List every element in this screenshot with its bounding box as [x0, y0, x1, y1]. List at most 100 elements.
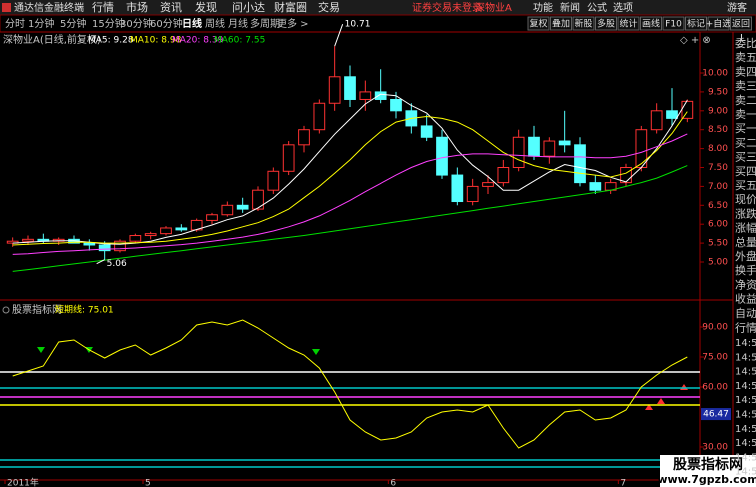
- sell-signals: [37, 347, 320, 355]
- cursor-box: [701, 408, 731, 421]
- candle-body: [558, 140, 571, 146]
- candle-body: [298, 129, 310, 146]
- tool-button[interactable]: F10: [665, 20, 682, 30]
- tool-button[interactable]: 返回: [732, 18, 750, 30]
- menu-item[interactable]: 发现: [195, 0, 217, 14]
- candle-body: [681, 100, 694, 119]
- quote-label: 卖二: [735, 94, 756, 107]
- period-tab[interactable]: 更多 >: [277, 17, 309, 30]
- candle-body: [175, 227, 188, 231]
- candle-body: [543, 140, 556, 157]
- candle-body: [206, 214, 218, 221]
- tool-button[interactable]: 统计: [619, 18, 637, 30]
- tool-button-frame: [595, 16, 617, 31]
- tool-button-frame: [617, 16, 640, 31]
- stock-name: 深物业A: [475, 1, 512, 14]
- menu-bar: [0, 0, 756, 15]
- candle-body: [497, 167, 510, 184]
- candle-body: [83, 242, 96, 246]
- y-tick-label: 75.00: [702, 353, 728, 363]
- menu-item[interactable]: 问小达: [232, 1, 265, 14]
- date-label: 6: [390, 479, 396, 487]
- menu-right-item[interactable]: 公式: [587, 1, 607, 14]
- candle-body: [374, 91, 387, 100]
- period-tab[interactable]: 60分钟: [150, 17, 183, 30]
- y-tick-label: 9.00: [708, 106, 728, 116]
- series-line: [12, 319, 688, 449]
- low-label: 5.06: [107, 259, 127, 269]
- y-tick-label: 30.00: [702, 443, 728, 453]
- period-tab[interactable]: 多周期: [250, 17, 280, 30]
- y-tick-label: 60.00: [702, 383, 728, 393]
- period-tab[interactable]: 30分钟: [120, 17, 153, 30]
- candle-body: [267, 170, 280, 191]
- y-tick-label: 8.50: [708, 125, 728, 135]
- candle-body: [635, 129, 648, 169]
- candle-body: [359, 91, 372, 100]
- menu-item[interactable]: 交易: [318, 0, 340, 14]
- quote-label: 买三: [735, 151, 756, 164]
- legend-entry: MA20: 8.39: [172, 36, 224, 46]
- quote-label: 卖五: [735, 51, 756, 64]
- y-tick-label: 8.00: [708, 144, 728, 154]
- quote-label: 总量: [735, 235, 756, 249]
- period-tab[interactable]: 周线: [205, 17, 225, 30]
- high-pointer: [334, 24, 344, 47]
- quote-label: 卖四: [735, 65, 756, 78]
- tool-button[interactable]: 新股: [574, 18, 592, 30]
- candle-body: [144, 233, 157, 237]
- cursor-value: 46.47: [703, 410, 729, 420]
- login-alert: 证券交易未登录: [412, 1, 482, 14]
- candle-body: [436, 136, 448, 176]
- period-tab[interactable]: 日线: [182, 17, 202, 30]
- tool-button[interactable]: 画线: [642, 18, 660, 30]
- series-line: [12, 165, 688, 272]
- user: 游客: [727, 1, 747, 14]
- tool-button[interactable]: 叠加: [552, 19, 570, 30]
- quote-label: 收益: [735, 292, 756, 306]
- candle-body: [420, 125, 433, 138]
- app-name: 通达信金融终端: [14, 1, 84, 14]
- legend-entry: 短期线: 75.01: [55, 304, 114, 316]
- quote-tab[interactable]: 行情: [735, 322, 756, 335]
- tool-button-frame: [707, 16, 730, 31]
- side-label: L: [740, 33, 746, 44]
- quote-label: 换手: [735, 263, 756, 277]
- period-tab[interactable]: 15分钟: [92, 17, 125, 30]
- menu-item[interactable]: 市场: [126, 0, 148, 14]
- menu-item[interactable]: 资讯: [160, 1, 182, 14]
- period-tab[interactable]: 月线: [228, 17, 248, 30]
- menu-right-item[interactable]: 新闻: [560, 1, 580, 14]
- period-tab[interactable]: 5分钟: [60, 17, 86, 30]
- candle-body: [114, 240, 126, 252]
- candle-body: [313, 102, 326, 131]
- series-line: [12, 133, 688, 255]
- watermark-url: www.7gpzb.com: [657, 473, 756, 486]
- y-tick-label: 7.50: [708, 163, 728, 173]
- tool-button[interactable]: 多股: [597, 18, 615, 30]
- watermark-title: 股票指标网: [673, 456, 743, 473]
- candle-body: [252, 189, 264, 210]
- tool-button[interactable]: 复权: [529, 18, 547, 30]
- series-line: [12, 93, 688, 245]
- quote-tab[interactable]: 自动: [735, 307, 756, 320]
- y-tick-label: 7.00: [708, 182, 728, 192]
- menu-item[interactable]: 财富圈: [274, 0, 307, 14]
- menu-right-item[interactable]: 功能: [533, 1, 553, 14]
- tool-button[interactable]: +自选: [706, 18, 732, 30]
- legend-entry: MA5: 9.28: [88, 36, 134, 46]
- quote-label: 卖一: [735, 108, 756, 121]
- period-tab[interactable]: 分时: [5, 18, 25, 30]
- y-tick-label: 9.50: [708, 87, 728, 97]
- tool-button[interactable]: 标记: [687, 18, 705, 30]
- period-tab[interactable]: 1分钟: [28, 17, 54, 30]
- buy-signals: [645, 384, 688, 410]
- menu-item[interactable]: 行情: [92, 1, 114, 14]
- trade-time: 14:50: [735, 338, 756, 349]
- candle-body: [574, 144, 586, 184]
- indicator-icon: [2, 306, 10, 314]
- quote-label: 买一: [735, 122, 756, 135]
- menu-right-item[interactable]: 选项: [613, 1, 633, 14]
- quote-label: 卖三: [735, 80, 756, 93]
